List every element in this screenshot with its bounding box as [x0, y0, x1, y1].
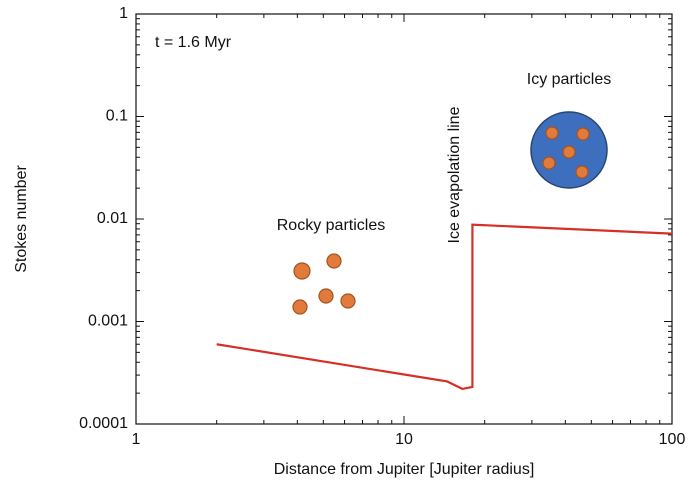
y-tick-label: 0.0001 — [79, 415, 128, 432]
data-line — [216, 223, 673, 391]
x-tick-label: 100 — [659, 431, 686, 448]
y-tick-label: 1 — [119, 5, 128, 22]
y-tick-label: 0.1 — [106, 108, 128, 125]
x-tick-label: 10 — [395, 431, 413, 448]
icy-particle — [530, 111, 608, 189]
rocky-particles — [292, 253, 356, 315]
y-tick-label: 0.001 — [88, 313, 128, 330]
time-annotation: t = 1.6 Myr — [155, 34, 232, 51]
x-tick-label: 1 — [132, 431, 141, 448]
icy-label: Icy particles — [527, 71, 611, 88]
y-tick-label: 0.01 — [97, 210, 128, 227]
y-axis-label: Stokes number — [13, 165, 30, 273]
x-axis-label: Distance from Jupiter [Jupiter radius] — [274, 461, 535, 478]
rocky-label: Rocky particles — [277, 217, 385, 234]
ice-line-label: Ice evapolation line — [446, 106, 463, 243]
